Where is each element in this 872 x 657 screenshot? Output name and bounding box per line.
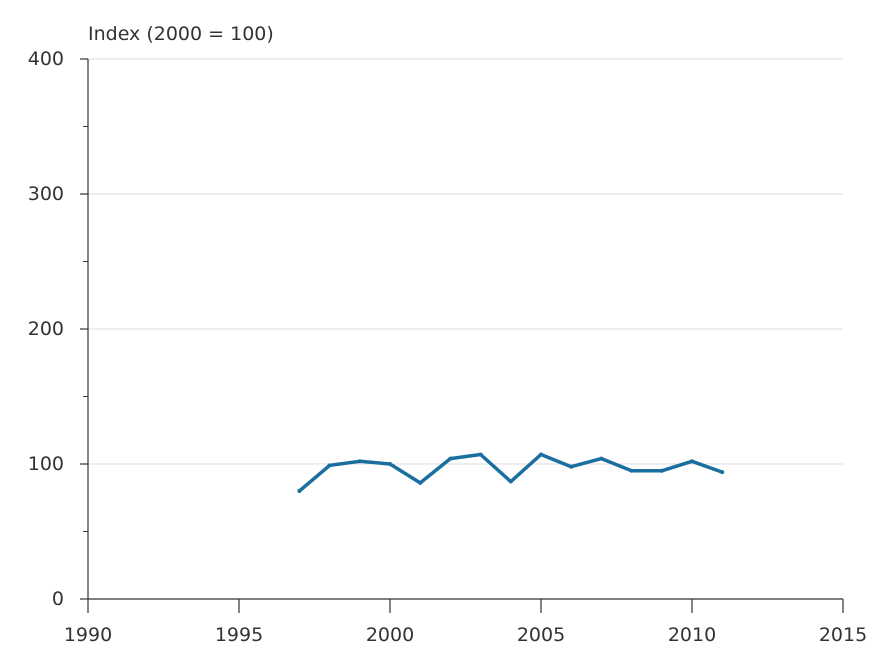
data-point-2006	[569, 464, 574, 469]
y-tick-label-400: 400	[28, 48, 64, 70]
y-tick-label-200: 200	[28, 318, 64, 340]
data-point-1999	[357, 459, 362, 464]
y-tick-label-300: 300	[28, 183, 64, 205]
y-tick-label-0: 0	[52, 588, 64, 610]
data-point-2004	[508, 479, 513, 484]
data-point-2010	[690, 459, 694, 464]
series	[297, 452, 725, 493]
data-point-2008	[629, 468, 634, 473]
x-tick-label-2000: 2000	[366, 624, 414, 646]
x-tick-label-2015: 2015	[819, 624, 867, 646]
data-point-2001	[418, 480, 423, 485]
data-point-2003	[478, 452, 483, 457]
data-point-2009	[659, 468, 664, 473]
data-point-1998	[327, 463, 332, 468]
data-point-1997	[297, 489, 302, 493]
y-tick-label-100: 100	[28, 453, 64, 475]
gridlines	[88, 58, 843, 465]
x-tick-label-2010: 2010	[668, 624, 716, 646]
data-point-2007	[599, 456, 604, 461]
x-tick-label-1995: 1995	[215, 624, 263, 646]
y-axis-title: Index (2000 = 100)	[88, 23, 274, 45]
data-point-2000	[388, 462, 392, 466]
ticks: 0 100 200 300 400 1990 1995 2000 2005 2010 2015	[28, 48, 867, 646]
data-point-2005	[539, 452, 543, 457]
x-tick-label-1990: 1990	[64, 624, 112, 646]
data-point-2011	[720, 470, 725, 475]
x-tick-label-2005: 2005	[517, 624, 565, 646]
data-point-2002	[448, 456, 453, 461]
series-line-0	[297, 452, 724, 493]
